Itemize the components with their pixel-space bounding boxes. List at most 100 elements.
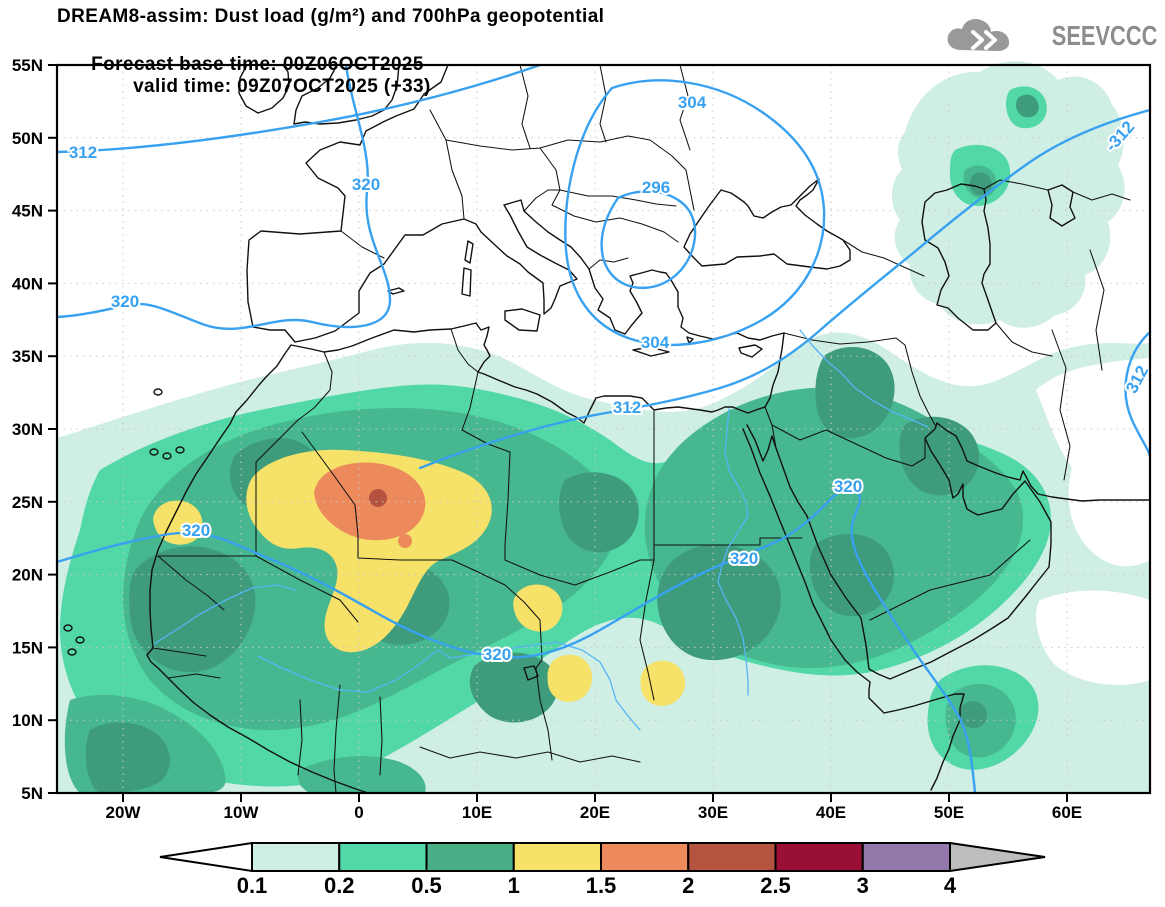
contour-label: 312 (69, 143, 97, 162)
forecast-base-time: Forecast base time: 00Z06OCT2025 (91, 54, 424, 75)
colorbar-label: 0.5 (411, 873, 442, 898)
contour-312-west (55, 63, 542, 154)
dust-region (513, 584, 563, 632)
dust-region (809, 533, 894, 617)
lat-tick-label: 50N (12, 129, 43, 148)
contour-label: 304 (641, 333, 670, 352)
dust-region (547, 654, 593, 703)
contour-296-oval (600, 190, 697, 289)
contour-label: 320 (834, 477, 862, 496)
lat-tick-label: 20N (12, 566, 43, 585)
contour-320-europe (55, 63, 392, 330)
lon-tick-label: 20E (580, 803, 610, 822)
lon-tick-label: 30E (698, 803, 728, 822)
dust-region (398, 534, 412, 548)
dust-region (959, 701, 988, 729)
seevccc-logo: SEEVCCC (943, 14, 1157, 58)
dust-region (246, 449, 492, 653)
nile-river (717, 408, 749, 696)
colorbar-segment (600, 842, 690, 872)
lat-tick-label: 55N (12, 56, 43, 75)
dust-region (85, 722, 170, 793)
colorbar-segment (251, 842, 341, 872)
coastline-path (238, 64, 400, 125)
dust-region (1016, 94, 1039, 118)
lake-chad (523, 665, 539, 681)
colorbar-segment (687, 842, 777, 872)
dust-region (298, 756, 426, 793)
dust-region (1035, 590, 1150, 685)
logo-text: SEEVCCC (1051, 20, 1157, 51)
chart-title: DREAM8-assim: Dust load (g/m²) and 700hP… (57, 6, 605, 27)
lat-tick-label: 25N (12, 493, 43, 512)
valid-time: valid time: 09Z07OCT2025 (+33) (133, 76, 431, 97)
lat-tick-label: 15N (12, 638, 43, 657)
coastline-path (461, 240, 474, 297)
colorbar-label: 0.1 (237, 873, 268, 898)
lat-tick-label: 30N (12, 420, 43, 439)
dust-region (559, 472, 639, 553)
contour-label: 304 (678, 93, 707, 112)
coastline-path (742, 428, 965, 791)
dust-region (899, 416, 980, 496)
euphrates-river (799, 329, 929, 428)
colorbar-legend: 0.1 0.2 0.5 1 1.5 2 2.5 3 4 (159, 841, 1046, 898)
dust-region (640, 660, 686, 707)
colorbar-label: 2.5 (760, 873, 791, 898)
dust-region (891, 61, 1125, 328)
dust-region (1036, 358, 1150, 567)
contour-label: 312 (613, 398, 641, 417)
contour-label: 320 (483, 645, 511, 664)
geopotential-contours (55, 63, 1152, 795)
title-block: DREAM8-assim: Dust load (g/m²) and 700hP… (57, 6, 604, 120)
dust-region (657, 544, 781, 661)
contour-label: 320 (730, 549, 758, 568)
coastline-path (504, 308, 541, 332)
contour-label: 320 (352, 175, 380, 194)
senegal-river (153, 584, 297, 645)
dust-region (815, 346, 895, 439)
lon-tick-label: 40E (816, 803, 846, 822)
coastline-path (683, 178, 851, 270)
lat-tick-label: 45N (12, 202, 43, 221)
coastline-path (387, 287, 405, 295)
coastlines-and-borders (63, 64, 1151, 794)
colorbar-segment (338, 842, 428, 872)
contour-label: 320 (111, 292, 139, 311)
coastline-path (1047, 184, 1076, 227)
coastline-path (146, 64, 785, 794)
colorbar-segment (425, 842, 515, 872)
lon-tick-label: 20W (106, 803, 142, 822)
colorbar-under-arrow (159, 841, 253, 873)
colorbar-segment (861, 842, 951, 872)
lon-tick-label: 10W (224, 803, 260, 822)
colorbar-label: 4 (944, 873, 957, 898)
niger-river (257, 641, 641, 731)
contour-304-oval (564, 79, 826, 347)
lon-tick-label: 0 (354, 803, 363, 822)
coastline-path (63, 388, 185, 656)
country-border-path (764, 179, 1131, 621)
colorbar-segment (512, 842, 602, 872)
colorbar-label: 3 (857, 873, 869, 898)
lon-tick-label: 10E (462, 803, 492, 822)
dust-region (369, 489, 387, 507)
country-border-path (152, 328, 803, 794)
contour-label: 320 (182, 521, 210, 540)
lon-tick-label: 60E (1052, 803, 1082, 822)
coastline-path (746, 422, 1151, 680)
dust-region (970, 172, 992, 196)
contour-312-right-edge (1124, 330, 1152, 458)
lon-tick-label: 50E (934, 803, 964, 822)
colorbar-label: 2 (682, 873, 694, 898)
cloud-logo-icon (947, 19, 1009, 51)
contour-320-south (55, 486, 977, 795)
chart-subtitle: Forecast base time: 00Z06OCT2025 valid t… (57, 32, 604, 120)
colorbar-over-arrow (949, 841, 1046, 873)
coastline-path (632, 336, 763, 358)
colorbar-label: 1.5 (586, 873, 617, 898)
lat-tick-label: 5N (21, 784, 43, 803)
colorbar-label: 1 (508, 873, 520, 898)
lat-tick-label: 10N (12, 711, 43, 730)
